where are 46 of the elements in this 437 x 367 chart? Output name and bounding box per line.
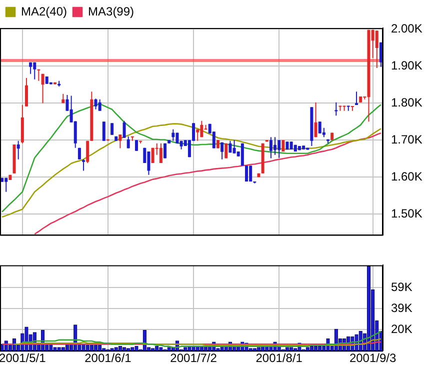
candlestick — [33, 62, 36, 80]
candlestick — [249, 165, 252, 182]
candlestick — [41, 73, 44, 104]
candlestick — [24, 77, 28, 107]
candlestick — [176, 132, 179, 144]
candlestick — [4, 177, 8, 192]
y-tick-label: 1.70K — [391, 132, 422, 146]
candlestick — [355, 91, 358, 106]
candlestick — [375, 30, 378, 68]
candlestick — [274, 136, 277, 156]
candlestick — [16, 140, 20, 160]
candlestick — [102, 121, 106, 142]
candlestick — [86, 140, 90, 164]
legend-label: MA3(99) — [88, 4, 134, 18]
candlestick — [334, 102, 338, 116]
y-tick-label: 1.80K — [391, 95, 422, 110]
candlestick — [314, 102, 318, 138]
y-tick-label: 59K — [391, 280, 412, 294]
candlestick — [37, 68, 40, 82]
candlestick — [98, 98, 102, 112]
candlestick — [318, 121, 322, 134]
x-tick-label: 2001/8/1 — [256, 351, 303, 366]
x-tick-label: 2001/9/3 — [349, 351, 396, 366]
candlestick — [122, 120, 126, 138]
candlestick — [118, 134, 122, 149]
x-tick-label: 2001/7/2 — [170, 351, 218, 366]
candlestick — [278, 140, 281, 158]
y-tick-label: 1.50K — [391, 206, 422, 220]
candlestick — [147, 151, 150, 176]
candlestick — [269, 136, 272, 159]
candlestick — [200, 120, 204, 138]
y-tick-label: 1.60K — [391, 169, 422, 184]
candlestick — [172, 128, 175, 142]
y-tick-label: 39K — [391, 300, 412, 315]
y-tick-label: 1.90K — [391, 58, 422, 72]
candlestick — [110, 122, 114, 136]
candlestick — [232, 140, 236, 154]
candlestick — [82, 158, 86, 172]
legend-label: MA2(40) — [21, 4, 68, 18]
y-tick-label: 20K — [391, 322, 412, 336]
y-tick-label: 2.00K — [391, 21, 422, 36]
x-tick-label: 2001/5/1 — [0, 351, 46, 366]
candlestick — [220, 142, 224, 160]
candlestick — [94, 98, 98, 110]
candlestick — [159, 142, 162, 164]
x-tick-label: 2001/6/1 — [84, 351, 132, 366]
